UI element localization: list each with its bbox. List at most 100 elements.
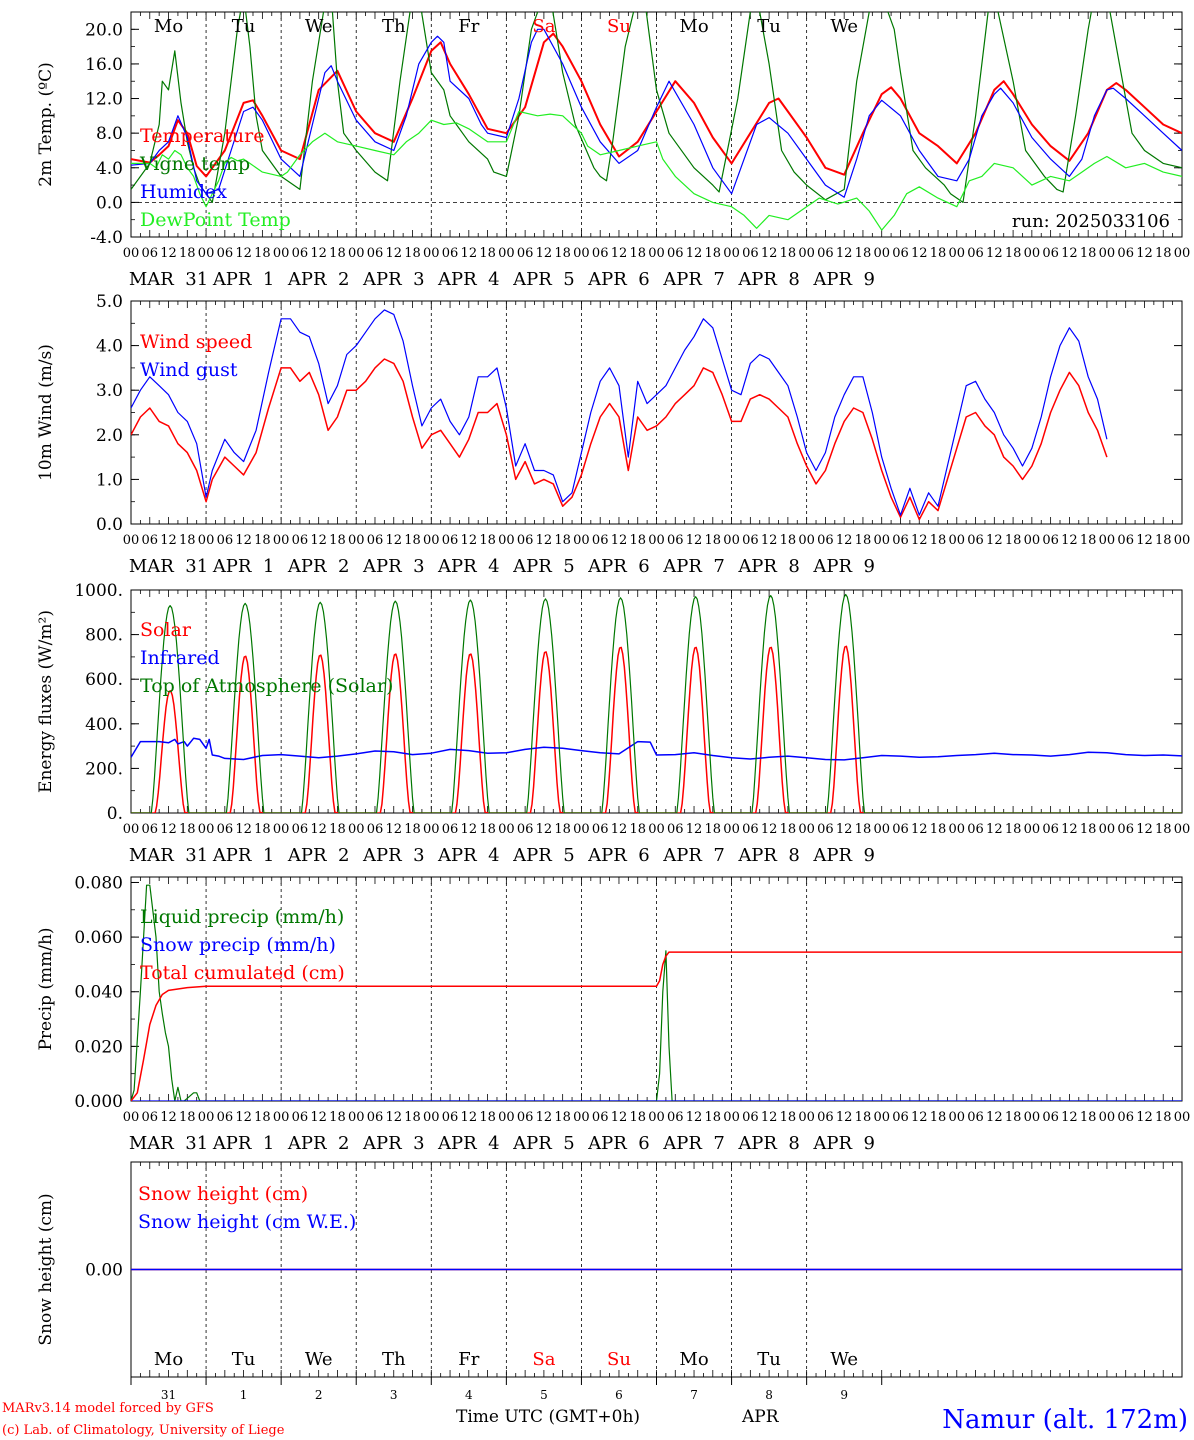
series-line-solar (131, 645, 1182, 813)
day-name: We (305, 1349, 333, 1370)
hour-label: 12 (986, 533, 1003, 548)
hour-label: 00 (648, 246, 665, 261)
legend-entry: Vigne temp (139, 153, 250, 175)
y-tick-label: 16.0 (85, 55, 123, 75)
hour-label: 18 (179, 822, 196, 837)
day-number: 3 (390, 1388, 398, 1402)
hour-label: 12 (611, 533, 628, 548)
legend-entry: Humidex (140, 181, 227, 203)
date-label: APR 2 (287, 269, 350, 290)
hour-label: 18 (1080, 246, 1097, 261)
hour-label: 06 (892, 533, 909, 548)
series-line-liquid-precip-mm-h- (131, 884, 1182, 1101)
hour-label: 18 (329, 533, 346, 548)
date-label: APR 2 (287, 1133, 350, 1154)
day-number: 8 (765, 1388, 773, 1402)
hour-label: 00 (873, 1110, 890, 1125)
series-line-dewpoint-temp (131, 110, 1182, 231)
y-axis-label: 10m Wind (m/s) (36, 344, 56, 481)
hour-label: 18 (629, 1110, 646, 1125)
hour-label: 12 (160, 246, 177, 261)
y-tick-label: 0.020 (74, 1037, 123, 1057)
y-tick-label: 400. (85, 715, 123, 735)
hour-label: 18 (179, 1110, 196, 1125)
hour-label: 18 (479, 1110, 496, 1125)
hour-label: 18 (479, 533, 496, 548)
hour-label: 06 (1117, 533, 1134, 548)
hour-label: 06 (442, 1110, 459, 1125)
day-name: Mo (679, 1349, 708, 1370)
date-label: APR 6 (587, 845, 650, 866)
hour-label: 00 (1024, 533, 1041, 548)
date-label: APR 8 (737, 845, 800, 866)
date-label: APR 6 (587, 556, 650, 577)
hour-label: 12 (461, 533, 478, 548)
hour-label: 00 (348, 533, 365, 548)
date-label: MAR 31 (129, 556, 208, 577)
hour-label: 12 (836, 1110, 853, 1125)
date-label: APR 7 (662, 269, 725, 290)
date-label: APR 9 (812, 1133, 875, 1154)
hour-label: 00 (1174, 822, 1191, 837)
hour-label: 12 (611, 246, 628, 261)
date-label: APR 4 (437, 845, 500, 866)
hour-label: 00 (1024, 822, 1041, 837)
day-name: Th (382, 1349, 406, 1370)
hour-label: 18 (855, 533, 872, 548)
hour-label: 12 (1136, 1110, 1153, 1125)
day-name: Th (382, 16, 406, 37)
hour-label: 12 (385, 533, 402, 548)
hour-label: 00 (348, 1110, 365, 1125)
y-axis-label: Snow height (cm) (36, 1193, 56, 1345)
y-tick-label: 0.0 (96, 193, 123, 213)
date-label: APR 4 (437, 269, 500, 290)
y-tick-label: 0.060 (74, 928, 123, 948)
panel-2: 0.0 1.0 2.0 3.0 4.0 5.0 10m Wind (m/s) Wind spe… (36, 292, 1190, 577)
hour-label: 06 (592, 1110, 609, 1125)
hour-label: 06 (217, 1110, 234, 1125)
date-label: MAR 31 (129, 845, 208, 866)
panel-4: 0.000 0.020 0.040 0.060 0.080 Precip (mm/h) Li… (36, 873, 1190, 1154)
hour-label: 12 (836, 533, 853, 548)
hour-label: 06 (667, 822, 684, 837)
series-line-wind-gust (131, 309, 1108, 516)
hour-label: 00 (273, 246, 290, 261)
day-number: 31 (161, 1388, 176, 1402)
y-tick-label: 1.0 (96, 470, 123, 490)
hour-label: 12 (160, 533, 177, 548)
hour-label: 18 (479, 246, 496, 261)
hour-label: 18 (179, 533, 196, 548)
hour-label: 18 (254, 533, 271, 548)
hour-label: 18 (629, 533, 646, 548)
hour-label: 00 (573, 1110, 590, 1125)
hour-label: 00 (648, 533, 665, 548)
hour-label: 12 (836, 822, 853, 837)
time-axis-label: Time UTC (GMT+0h) (456, 1407, 640, 1427)
hour-label: 18 (254, 1110, 271, 1125)
date-label: APR 3 (362, 845, 425, 866)
hour-label: 18 (855, 246, 872, 261)
hour-label: 00 (723, 822, 740, 837)
hour-label: 00 (423, 822, 440, 837)
hour-label: 12 (911, 822, 928, 837)
hour-label: 00 (798, 1110, 815, 1125)
hour-label: 12 (986, 246, 1003, 261)
hour-label: 18 (855, 1110, 872, 1125)
plot-frame (130, 300, 1183, 525)
hour-label: 12 (536, 822, 553, 837)
hour-label: 00 (498, 1110, 515, 1125)
hour-label: 00 (498, 246, 515, 261)
hour-label: 12 (310, 246, 327, 261)
day-name: We (305, 16, 333, 37)
hour-label: 00 (798, 246, 815, 261)
hour-label: 12 (310, 822, 327, 837)
hour-label: 00 (198, 1110, 215, 1125)
hour-label: 06 (442, 246, 459, 261)
hour-label: 18 (404, 246, 421, 261)
hour-label: 18 (930, 822, 947, 837)
date-label: APR 6 (587, 269, 650, 290)
hour-label: 12 (160, 822, 177, 837)
hour-label: 06 (1042, 1110, 1059, 1125)
panel-1: -4.0 0.0 4.0 8.0 12.0 16.0 20.0 2m Temp. (ºC) Te… (36, 11, 1190, 290)
hour-label: 00 (423, 246, 440, 261)
